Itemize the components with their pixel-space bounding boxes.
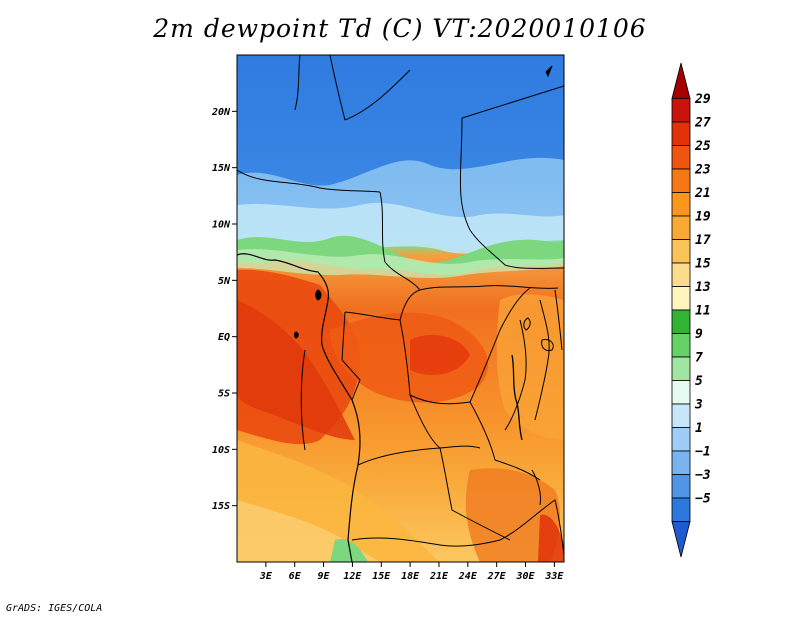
colorbar-swatch (671, 121, 691, 146)
colorbar-swatch (671, 239, 691, 264)
colorbar-swatch (671, 380, 691, 405)
colorbar-swatch (671, 309, 691, 334)
latitude-axis: 20N 15N 10N 5N EQ 5S 10S 15S (211, 107, 237, 512)
country-borders (237, 55, 564, 562)
colorbar-label: 9 (695, 327, 703, 342)
colorbar-label: 15 (695, 257, 711, 272)
lon-tick-label: 12E (343, 571, 362, 582)
lon-tick-label: 6E (289, 571, 302, 582)
lon-tick-label: 27E (487, 571, 507, 582)
colorbar-label: 11 (695, 304, 711, 319)
lat-tick-label: EQ (218, 332, 230, 343)
colorbar-swatch (671, 168, 691, 193)
lat-tick-label: 15S (212, 501, 230, 512)
lat-tick-label: 20N (211, 107, 231, 118)
colorbar-swatch (671, 356, 691, 381)
colorbar-swatch (671, 521, 691, 558)
colorbar-label: 1 (695, 421, 703, 436)
colorbar-swatch (671, 192, 691, 217)
colorbar-label: 23 (694, 163, 711, 178)
lat-tick-label: 5S (218, 389, 230, 400)
colorbar-label: −5 (695, 492, 711, 507)
lon-tick-label: 21E (429, 571, 449, 582)
lon-tick-label: 15E (372, 571, 391, 582)
lat-tick-label: 10N (212, 220, 231, 231)
colorbar-label: 5 (695, 374, 703, 389)
longitude-axis: 3E 6E 9E 12E 15E 18E 21E 24E 27E 30E 33E (259, 562, 564, 582)
colorbar-swatch (671, 262, 691, 287)
lat-tick-label: 5N (218, 276, 231, 287)
colorbar-swatch (671, 474, 691, 499)
colorbar-label: 13 (695, 280, 711, 295)
colorbar-swatch (671, 62, 691, 99)
software-credit: GrADS: IGES/COLA (6, 603, 103, 614)
colorbar-label: 3 (694, 398, 703, 413)
colorbar-swatch (671, 145, 691, 170)
colorbar-swatch (671, 450, 691, 475)
colorbar-swatch (671, 497, 691, 522)
colorbar-label: 17 (695, 233, 711, 248)
colorbar-swatch (671, 215, 691, 240)
lat-tick-label: 15N (212, 163, 231, 174)
colorbar-label: 29 (694, 92, 711, 107)
colorbar-label: 27 (694, 116, 711, 131)
colorbar-label: −1 (695, 445, 711, 460)
colorbar-label: 19 (695, 210, 711, 225)
colorbar-label: −3 (695, 468, 711, 483)
colorbar-swatch (671, 98, 691, 123)
lon-tick-label: 18E (401, 571, 420, 582)
lon-tick-label: 24E (458, 571, 478, 582)
lon-tick-label: 9E (318, 571, 331, 582)
colorbar-label: 21 (694, 186, 711, 201)
lat-tick-label: 10S (212, 445, 230, 456)
dewpoint-field (237, 55, 564, 562)
lon-tick-label: 30E (515, 571, 535, 582)
map-title: 2m dewpoint Td (C) VT:2020010106 (153, 14, 647, 43)
lon-tick-label: 3E (259, 571, 273, 582)
map-frame (236, 54, 565, 563)
colorbar-swatch (671, 333, 691, 358)
colorbar-swatch (671, 403, 691, 428)
colorbar-label: 7 (695, 351, 703, 366)
lon-tick-label: 33E (544, 571, 564, 582)
colorbar-swatch (671, 286, 691, 311)
colorbar: 29 27 25 23 21 19 17 15 13 11 9 7 5 3 1 −1 −3 −5 (671, 62, 711, 558)
colorbar-label: 25 (694, 139, 711, 154)
colorbar-swatch (671, 427, 691, 452)
